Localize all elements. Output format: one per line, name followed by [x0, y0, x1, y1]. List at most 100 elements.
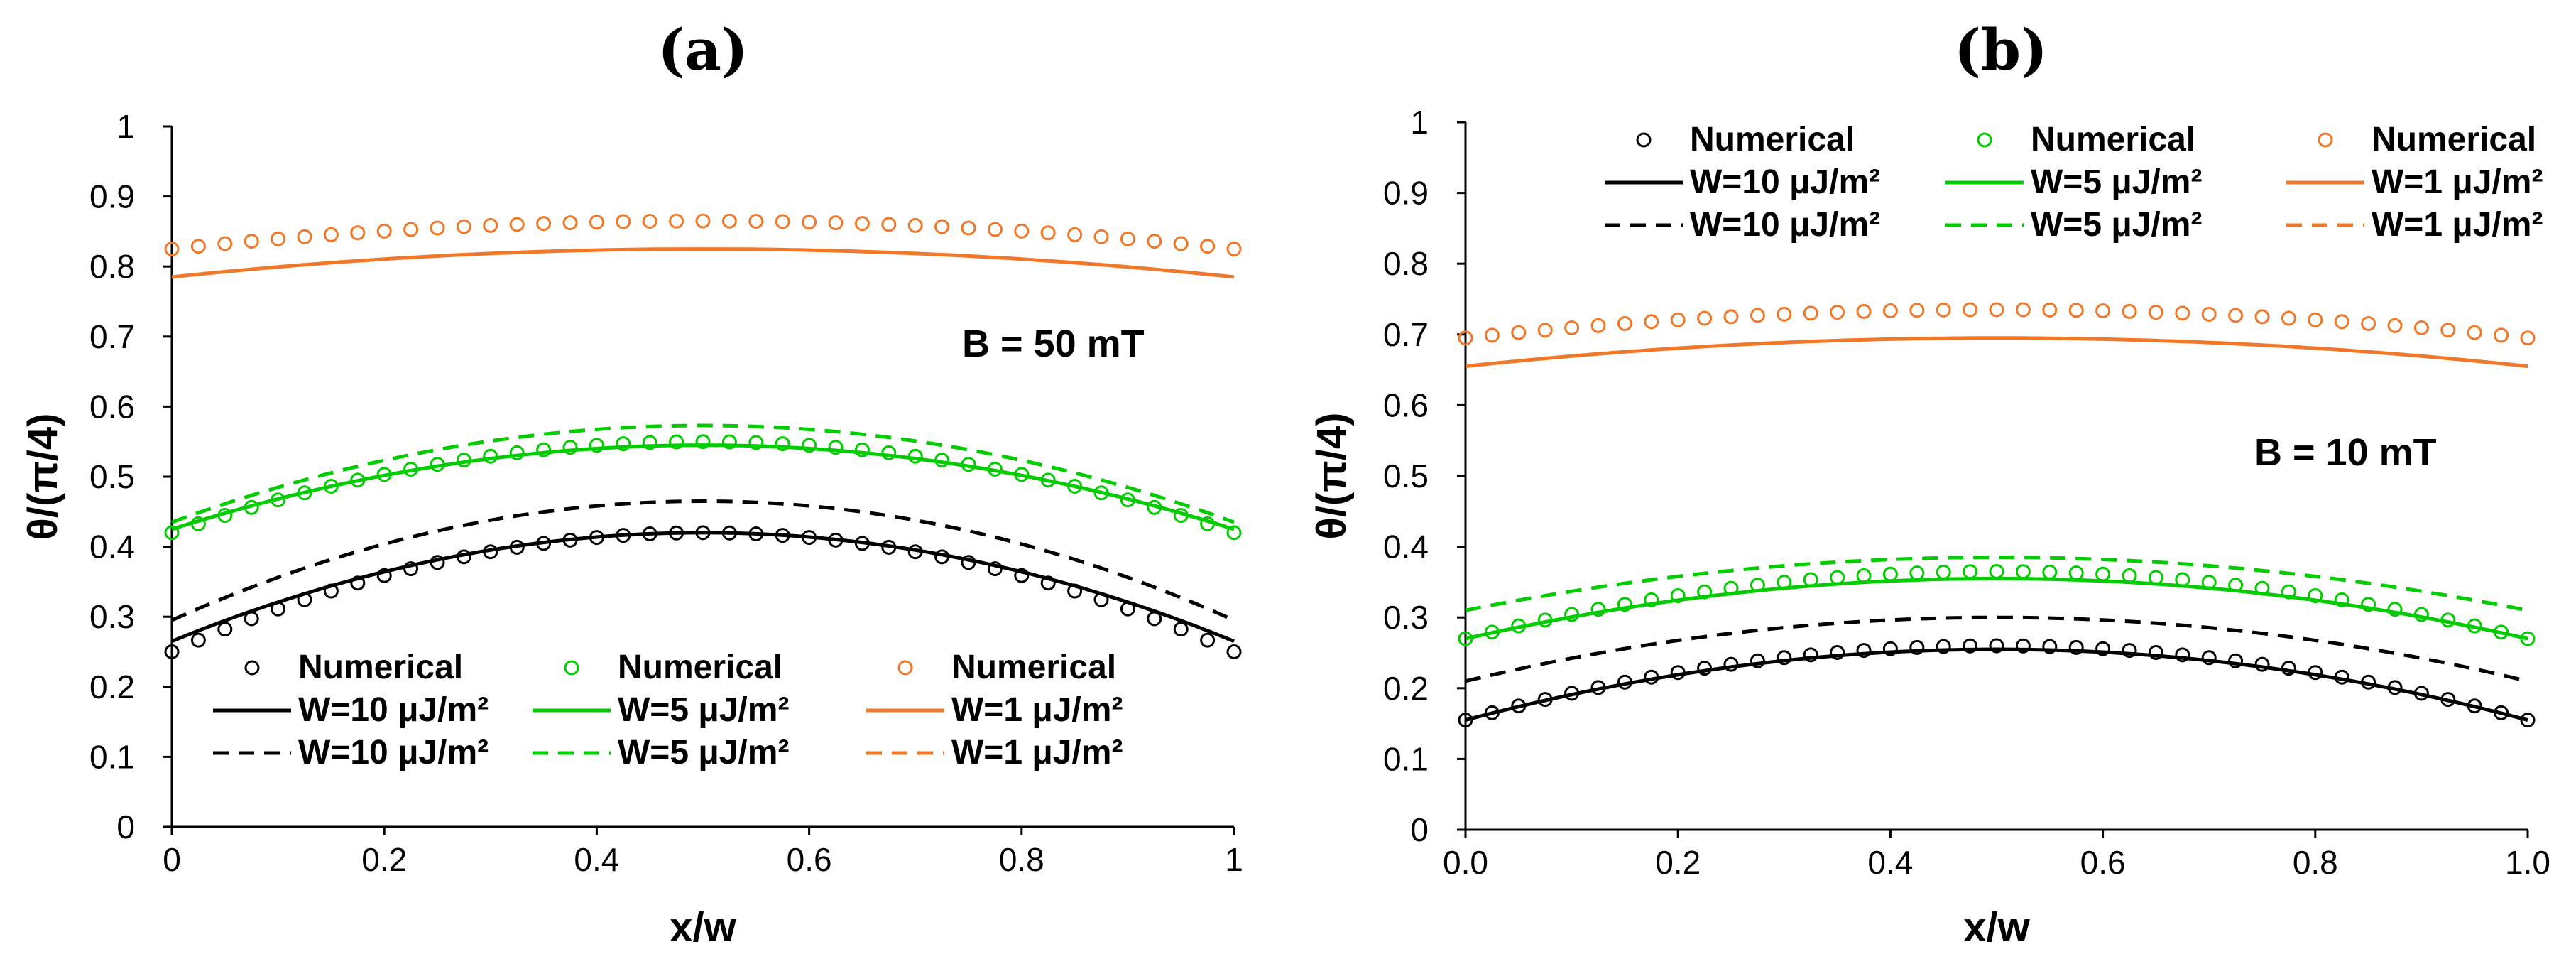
data-point: [1963, 564, 1978, 580]
x-tick-label: 0.2: [1655, 844, 1701, 881]
data-point: [483, 217, 498, 233]
y-tick-label: 0.2: [89, 668, 135, 705]
legend-label: Numerical: [1690, 121, 1855, 158]
legend-label: W=1 μJ/m²: [2372, 206, 2543, 244]
y-tick-label: 0.9: [89, 178, 135, 215]
y-tick-label: 0.5: [1383, 457, 1429, 494]
data-point: [2361, 597, 2376, 612]
legend-label: Numerical: [2031, 121, 2195, 158]
data-point: [1723, 309, 1739, 325]
data-point: [2068, 565, 2084, 581]
data-point: [2042, 564, 2058, 580]
data-point: [1590, 318, 1606, 333]
series-line: [170, 499, 1235, 622]
data-point: [1040, 225, 1056, 241]
data-point: [562, 215, 578, 231]
field-annotation: B = 10 mT: [2254, 431, 2437, 474]
data-point: [1590, 602, 1606, 617]
series-green-solid: [1465, 576, 2528, 641]
data-point: [430, 220, 445, 236]
legend-marker: [1636, 132, 1652, 148]
series-green-solid: [171, 443, 1235, 531]
data-point: [1670, 312, 1686, 327]
data-point: [2254, 309, 2270, 325]
series-line: [1465, 555, 2528, 612]
data-point: [536, 216, 552, 232]
data-point: [1226, 644, 1242, 659]
data-point: [1147, 234, 1162, 249]
data-point: [1803, 647, 1818, 663]
data-point: [1173, 236, 1189, 251]
data-point: [1537, 323, 1553, 338]
data-point: [190, 632, 206, 648]
data-point: [2361, 315, 2376, 331]
data-point: [2201, 306, 2217, 322]
data-point: [271, 231, 286, 246]
data-point: [961, 220, 976, 236]
data-point: [190, 239, 206, 254]
legend-label: W=10 μJ/m²: [298, 734, 489, 771]
data-point: [164, 242, 180, 257]
data-point: [2015, 564, 2031, 580]
data-point: [1014, 568, 1030, 583]
data-point: [2228, 653, 2244, 668]
data-point: [2042, 302, 2058, 318]
data-point: [748, 214, 764, 229]
data-point: [1882, 303, 1898, 319]
data-point: [2095, 566, 2111, 582]
panel-label: (a): [657, 16, 748, 83]
data-point: [748, 435, 764, 450]
data-point: [2042, 639, 2058, 654]
y-tick-label: 0.1: [89, 738, 135, 775]
data-point: [297, 229, 312, 244]
data-point: [1936, 639, 1951, 654]
series-black-dashed: [170, 499, 1235, 622]
series-line: [1465, 647, 2528, 722]
data-point: [2175, 305, 2190, 321]
legend-label: W=5 μJ/m²: [618, 734, 789, 771]
data-point: [1909, 565, 1925, 581]
x-tick-label: 0.6: [787, 841, 832, 878]
x-tick-label: 1: [1225, 841, 1243, 878]
data-point: [589, 215, 604, 230]
data-point: [1093, 229, 1109, 244]
series-black-solid: [171, 531, 1235, 644]
chart-panel-b: (b) 0 0.1 0.2 0.3 0.4 0.5 0.6 0.7 0.8 0.9 1 0.0 0.2 0.…: [1309, 16, 2550, 950]
data-point: [881, 217, 897, 232]
series-orange-solid: [1465, 336, 2528, 369]
data-point: [164, 525, 180, 541]
data-point: [2281, 310, 2296, 326]
data-point: [1173, 622, 1189, 637]
y-tick-label: 0: [1410, 811, 1429, 848]
x-tick-label: 0.6: [2080, 844, 2126, 881]
data-point: [1882, 641, 1898, 656]
data-point: [1697, 310, 1713, 326]
data-point: [1458, 330, 1473, 346]
x-tick-label: 1.0: [2505, 844, 2550, 881]
y-tick-label: 0.1: [1383, 740, 1429, 777]
chart-panel-a: (a) 0 0.1 0.2 0.3 0.4 0.5 0.6 0.7 0.8 0.9 1 0 0.2 0.4 0…: [20, 16, 1243, 950]
data-point: [456, 219, 471, 234]
legend-marker: [2318, 132, 2333, 148]
data-point: [1484, 327, 1500, 343]
data-point: [1989, 302, 2004, 318]
data-point: [2095, 641, 2111, 656]
y-tick-label: 0.4: [1383, 529, 1429, 565]
data-point: [775, 214, 790, 229]
data-point: [1856, 303, 1872, 319]
data-point: [2015, 638, 2031, 654]
data-point: [2122, 303, 2137, 319]
data-point: [1067, 227, 1083, 242]
data-point: [642, 435, 657, 450]
series-orange-markers: [164, 213, 1242, 257]
data-point: [695, 213, 711, 229]
series-line: [1465, 336, 2528, 369]
data-point: [934, 219, 950, 234]
data-point: [1963, 638, 1978, 654]
data-point: [2520, 330, 2536, 346]
data-point: [1200, 239, 1216, 254]
data-point: [217, 622, 233, 637]
data-point: [616, 436, 631, 452]
data-point: [1777, 306, 1792, 322]
data-point: [509, 445, 525, 460]
